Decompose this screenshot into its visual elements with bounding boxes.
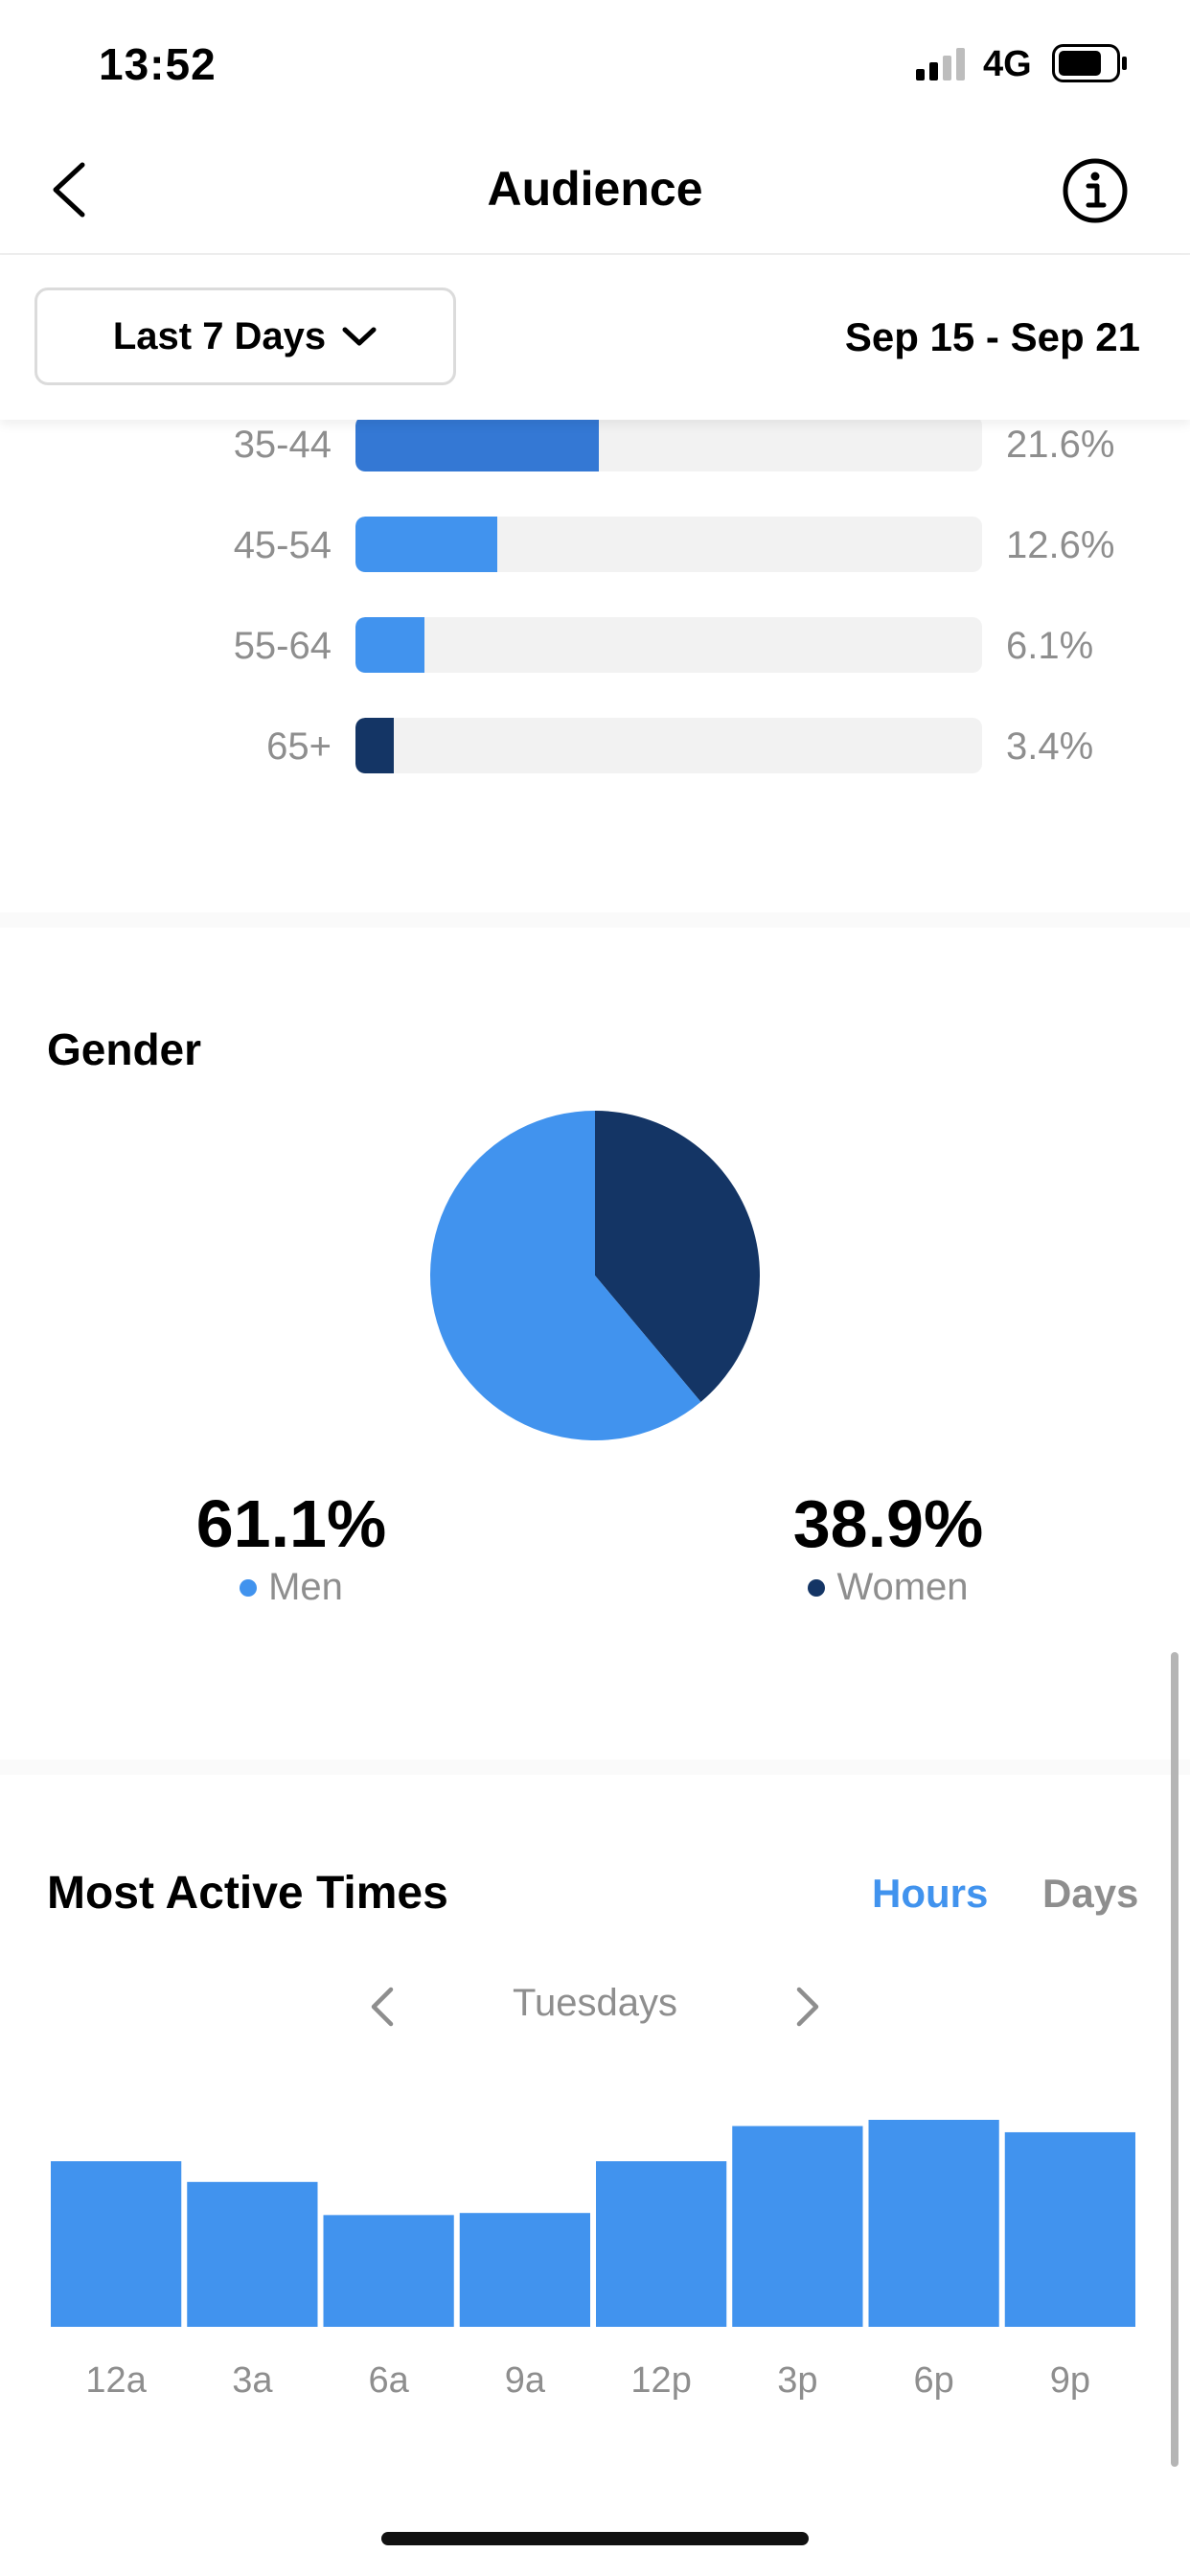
status-time: 13:52 — [99, 39, 217, 89]
age-row: 65+ 3.4% — [0, 718, 1190, 775]
status-bar: 13:52 4G — [0, 0, 1190, 126]
hour-tick-label: 3a — [232, 2360, 273, 2401]
age-percent: 12.6% — [1006, 524, 1115, 566]
age-bar-fill — [355, 517, 498, 572]
age-bar-fill — [355, 416, 600, 472]
hour-tick-label: 9p — [1050, 2360, 1090, 2401]
filter-row: Last 7 Days Sep 15 - Sep 21 — [0, 255, 1190, 420]
hour-tick-label: 6a — [368, 2360, 409, 2401]
hour-bar-6p — [868, 2120, 999, 2327]
age-label: 65+ — [266, 725, 332, 768]
age-bar-fill — [355, 617, 424, 673]
day-label: Tuesdays — [513, 1982, 677, 2024]
pie-slice-women — [595, 1111, 760, 1402]
hour-bar-3p — [732, 2126, 863, 2327]
signal-icon — [916, 48, 965, 80]
age-bar-fill — [355, 718, 395, 773]
tab-hours[interactable]: Hours — [872, 1871, 989, 1916]
age-label: 35-44 — [233, 424, 332, 466]
age-bar-track — [355, 718, 982, 773]
section-divider — [0, 1760, 1190, 1775]
hour-bar-9p — [1004, 2131, 1135, 2327]
home-indicator — [381, 2532, 809, 2545]
age-row: 45-54 12.6% — [0, 517, 1190, 574]
pie-slice-men — [430, 1111, 701, 1440]
women-label: Women — [836, 1566, 969, 1608]
section-divider — [0, 912, 1190, 928]
period-label: Last 7 Days — [112, 314, 327, 357]
back-button[interactable] — [42, 155, 100, 224]
age-label: 45-54 — [233, 524, 332, 566]
age-percent: 21.6% — [1006, 424, 1115, 466]
age-bar-track — [355, 617, 982, 673]
period-dropdown[interactable]: Last 7 Days — [34, 288, 456, 385]
gender-title: Gender — [47, 1024, 202, 1074]
hour-bar-6a — [323, 2215, 454, 2327]
most-active-times-title: Most Active Times — [47, 1868, 448, 1919]
battery-icon — [1052, 44, 1127, 82]
age-bar-track — [355, 416, 982, 472]
previous-day-button[interactable] — [364, 1982, 402, 2032]
hour-bar-12a — [51, 2161, 182, 2327]
chevron-down-icon — [342, 327, 377, 346]
nav-bar: Audience — [0, 126, 1190, 255]
hour-tick-label: 3p — [777, 2360, 817, 2401]
men-legend-dot — [240, 1578, 258, 1597]
age-row: 35-44 21.6% — [0, 416, 1190, 473]
tab-days[interactable]: Days — [1042, 1871, 1139, 1916]
hour-tick-label: 12a — [85, 2360, 147, 2401]
active-hours-bar-chart: 12a 3a 6a 9a 12p 3p 6p 9p — [51, 2120, 1135, 2401]
date-range: Sep 15 - Sep 21 — [844, 314, 1140, 359]
gender-stat-men: 61.1% Men — [90, 1485, 492, 1609]
age-percent: 6.1% — [1006, 625, 1094, 667]
hour-bar-3a — [187, 2181, 318, 2327]
hour-tick-label: 6p — [913, 2360, 953, 2401]
network-label: 4G — [983, 44, 1032, 84]
gender-stat-women: 38.9% Women — [687, 1485, 1089, 1609]
women-legend-dot — [808, 1578, 826, 1597]
scroll-indicator[interactable] — [1171, 1652, 1179, 2467]
next-day-button[interactable] — [788, 1982, 826, 2032]
hour-tick-label: 12p — [630, 2360, 691, 2401]
age-percent: 3.4% — [1006, 725, 1094, 768]
page-title: Audience — [487, 162, 703, 216]
age-label: 55-64 — [233, 625, 332, 667]
gender-pie-chart — [430, 1111, 760, 1440]
age-bar-track — [355, 517, 982, 572]
men-percent: 61.1% — [195, 1486, 387, 1561]
women-percent: 38.9% — [792, 1486, 984, 1561]
age-range-section: 35-44 21.6% 45-54 12.6% 55-64 6.1% 65+ 3… — [0, 402, 1190, 910]
hour-bar-12p — [596, 2161, 727, 2327]
age-row: 55-64 6.1% — [0, 617, 1190, 675]
info-button[interactable] — [1062, 157, 1129, 224]
hour-bar-9a — [459, 2213, 590, 2327]
hour-tick-label: 9a — [505, 2360, 546, 2401]
men-label: Men — [268, 1566, 343, 1608]
